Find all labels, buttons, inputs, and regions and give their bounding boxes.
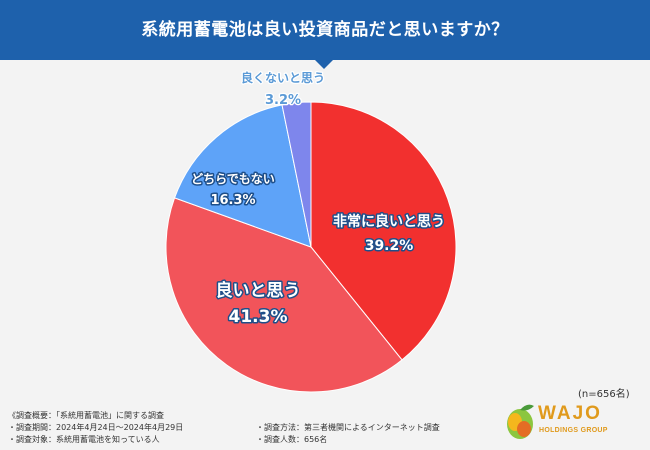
pie-slice (310, 101, 457, 361)
pie-slice (165, 197, 403, 393)
survey-respondents: ・調査人数：656名 (256, 435, 328, 444)
pie-slice (173, 104, 312, 248)
survey-outline: 《調査概要：「系統用蓄電池」に関する調査 (8, 411, 164, 420)
pie-slice (281, 101, 312, 248)
logo-subtitle: HOLDINGS GROUP (539, 427, 608, 434)
header-pointer (315, 60, 333, 69)
slice-value-label: 39.2% (365, 238, 414, 254)
slice-label: どちらでもない (191, 172, 275, 186)
survey-notes: 《調査概要：「系統用蓄電池」に関する調査 ・調査期間：2024年4月24日～20… (8, 410, 478, 450)
slice-value-label: 3.2% (265, 93, 301, 108)
header-bar (0, 0, 650, 60)
survey-method: ・調査方法：第三者機関によるインターネット調査 (256, 423, 440, 432)
slice-value-label: 16.3% (210, 193, 255, 208)
survey-target: ・調査対象：系統用蓄電池を知っている人 (8, 435, 160, 444)
logo-name: WAJO (538, 403, 602, 424)
page-title: 系統用蓄電池は良い投資商品だと思いますか？ (141, 20, 509, 40)
slice-label: 良くないと思う (241, 70, 325, 85)
leaf-logo-icon (507, 404, 534, 439)
slice-value-label: 41.3% (229, 307, 288, 327)
slice-label: 良いと思う (216, 280, 301, 301)
survey-period: ・調査期間：2024年4月24日～2024年4月29日 (8, 423, 184, 432)
company-logo: WAJO HOLDINGS GROUP (503, 400, 643, 445)
sample-size: (n=656名) (578, 389, 630, 400)
slice-label: 非常に良いと思う (333, 213, 445, 230)
